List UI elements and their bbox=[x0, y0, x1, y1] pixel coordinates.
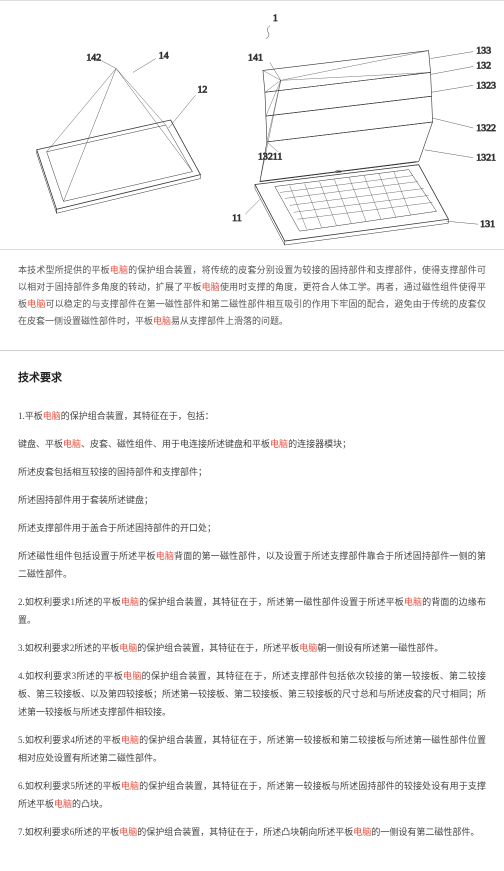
ref-133: 133 bbox=[476, 46, 491, 57]
claim-hl: 电脑 bbox=[404, 597, 422, 607]
claim-text: 所述皮套包括相互较接的固持部件和支撑部件； bbox=[18, 467, 207, 477]
claim-item: 所述磁性组件包括设置于所述平板电脑背面的第一磁性部件，以及设置于所述支撑部件靠合… bbox=[18, 547, 486, 583]
claim-hl: 电脑 bbox=[54, 799, 72, 809]
claim-text: 的连接器模块； bbox=[288, 439, 351, 449]
desc-hl1: 电脑 bbox=[202, 282, 220, 292]
claim-hl: 电脑 bbox=[119, 827, 137, 837]
ref-1323: 1323 bbox=[476, 80, 496, 91]
claim-item: 5.如权利要求4所述的平板电脑的保护组合装置，其特征在于，所述第一较接板和第二较… bbox=[18, 731, 486, 767]
claim-text: 如权利要求1所述的平板 bbox=[25, 597, 121, 607]
claim-text: 如权利要求4所述的平板 bbox=[25, 735, 121, 745]
desc-p4: 易从支撑部件上滑落的问题。 bbox=[171, 316, 288, 326]
claim-hl: 电脑 bbox=[156, 551, 174, 561]
claim-item: 1.平板电脑的保护组合装置，其特征在于，包括： bbox=[18, 407, 486, 425]
ref-1322: 1322 bbox=[476, 123, 496, 134]
claim-text: 的一侧设有第二磁性部件。 bbox=[371, 827, 479, 837]
claim-item: 所述支撑部件用于盖合于所述固持部件的开口处； bbox=[18, 519, 486, 537]
claim-text: 如权利要求5所述的平板 bbox=[25, 781, 121, 791]
claim-text: 的保护组合装置，其特征在于，所述凸块朝向所述平板 bbox=[137, 827, 353, 837]
divider bbox=[0, 350, 504, 351]
claim-num: 5. bbox=[18, 735, 25, 745]
claim-item: 所述固持部件用于套装所述键盘； bbox=[18, 491, 486, 509]
claim-text: 、皮套、磁性组件、用于电连接所述键盘和平板 bbox=[81, 439, 270, 449]
claim-hl: 电脑 bbox=[121, 597, 139, 607]
ref-11: 11 bbox=[232, 213, 242, 224]
claim-text: 如权利要求3所述的平板 bbox=[25, 671, 123, 681]
claim-hl: 电脑 bbox=[123, 671, 142, 681]
ref-1: 1 bbox=[273, 13, 278, 24]
claim-hl: 电脑 bbox=[121, 781, 139, 791]
patent-figure: 1 142 14 12 bbox=[0, 0, 504, 250]
claim-hl: 电脑 bbox=[119, 643, 137, 653]
ref-132: 132 bbox=[476, 60, 491, 71]
desc-hl2: 电脑 bbox=[27, 299, 45, 309]
claim-num: 3. bbox=[18, 643, 25, 653]
claim-hl: 电脑 bbox=[43, 411, 61, 421]
claim-hl: 电脑 bbox=[299, 643, 317, 653]
desc-p0: 本技术型所提供的平板 bbox=[18, 265, 110, 275]
desc-hl0: 电脑 bbox=[110, 265, 128, 275]
claim-item: 键盘、平板电脑、皮套、磁性组件、用于电连接所述键盘和平板电脑的连接器模块； bbox=[18, 435, 486, 453]
ref-131: 131 bbox=[480, 219, 495, 230]
claim-hl: 电脑 bbox=[353, 827, 371, 837]
claim-item: 3.如权利要求2所述的平板电脑的保护组合装置，其特征在于，所述平板电脑朝一侧设有… bbox=[18, 639, 486, 657]
claim-hl: 电脑 bbox=[63, 439, 81, 449]
claim-item: 所述皮套包括相互较接的固持部件和支撑部件； bbox=[18, 463, 486, 481]
claim-num: 7. bbox=[18, 827, 25, 837]
claim-text: 的保护组合装置，其特征在于，包括： bbox=[61, 411, 214, 421]
ref-13211: 13211 bbox=[258, 152, 282, 163]
claim-item: 4.如权利要求3所述的平板电脑的保护组合装置，其特征在于，所述支撑部件包括依次较… bbox=[18, 667, 486, 721]
claim-text: 所述支撑部件用于盖合于所述固持部件的开口处； bbox=[18, 523, 216, 533]
claim-text: 的凸块。 bbox=[72, 799, 108, 809]
claim-num: 1. bbox=[18, 411, 25, 421]
ref-141: 141 bbox=[248, 53, 263, 64]
claim-text: 如权利要求6所述的平板 bbox=[25, 827, 120, 837]
claim-text: 如权利要求2所述的平板 bbox=[25, 643, 120, 653]
ref-142: 142 bbox=[86, 53, 101, 64]
ref-12: 12 bbox=[197, 84, 207, 95]
claim-item: 7.如权利要求6所述的平板电脑的保护组合装置，其特征在于，所述凸块朝向所述平板电… bbox=[18, 823, 486, 841]
description-paragraph: 本技术型所提供的平板电脑的保护组合装置，将传统的皮套分别设置为较接的固持部件和支… bbox=[0, 250, 504, 342]
claim-text: 所述固持部件用于套装所述键盘； bbox=[18, 495, 153, 505]
ref-1321: 1321 bbox=[476, 153, 496, 164]
claim-text: 平板 bbox=[25, 411, 43, 421]
claim-num: 2. bbox=[18, 597, 25, 607]
claim-hl: 电脑 bbox=[270, 439, 288, 449]
claim-item: 6.如权利要求5所述的平板电脑的保护组合装置，其特征在于，所述第一较接板与所述固… bbox=[18, 777, 486, 813]
claim-hl: 电脑 bbox=[121, 735, 139, 745]
claim-text: 所述磁性组件包括设置于所述平板 bbox=[18, 551, 156, 561]
claim-item: 2.如权利要求1所述的平板电脑的保护组合装置，其特征在于，所述第一磁性部件设置于… bbox=[18, 593, 486, 629]
claim-num: 4. bbox=[18, 671, 25, 681]
claims-list: 1.平板电脑的保护组合装置，其特征在于，包括：键盘、平板电脑、皮套、磁性组件、用… bbox=[0, 393, 504, 871]
desc-hl3: 电脑 bbox=[153, 316, 171, 326]
claim-text: 的保护组合装置，其特征在于，所述平板 bbox=[137, 643, 299, 653]
claim-text: 键盘、平板 bbox=[18, 439, 63, 449]
section-title: 技术要求 bbox=[0, 359, 504, 393]
claim-num: 6. bbox=[18, 781, 25, 791]
ref-14: 14 bbox=[159, 51, 169, 62]
claim-text: 的保护组合装置，其特征在于，所述第一磁性部件设置于所述平板 bbox=[139, 597, 404, 607]
claim-text: 朝一侧设有所述第一磁性部件。 bbox=[317, 643, 443, 653]
